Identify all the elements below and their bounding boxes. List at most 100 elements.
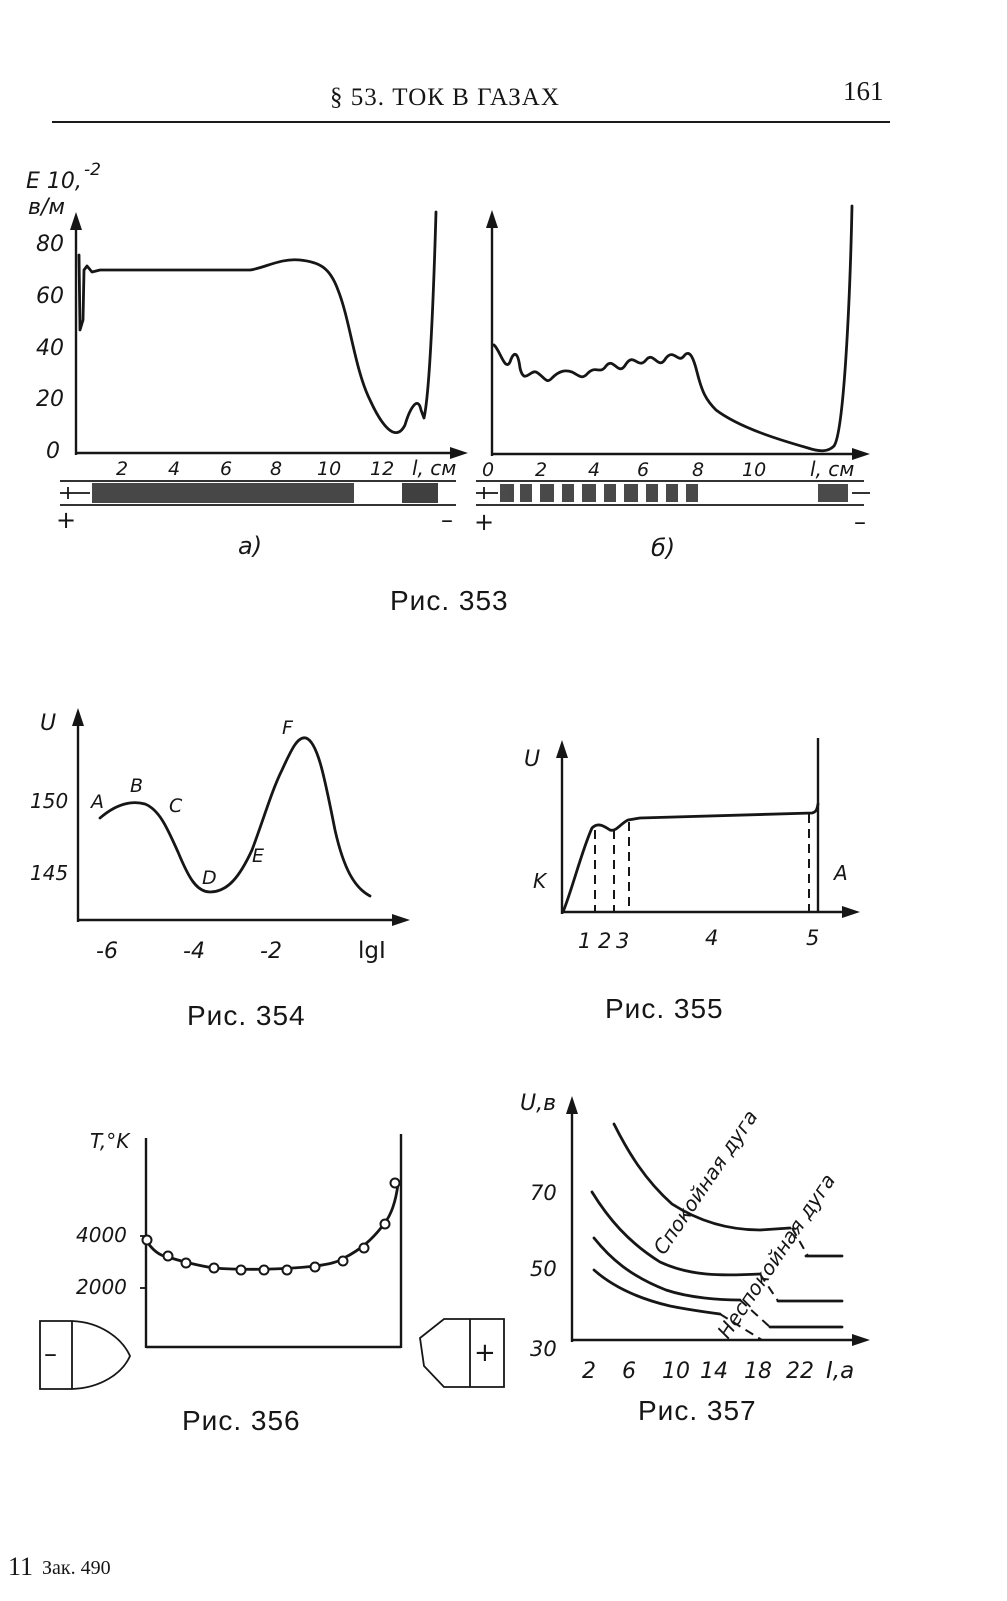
fig356-data-points [141,1177,401,1276]
fig354-x-label: lgI [358,938,386,964]
fig357-x-tick: 22 [786,1359,814,1384]
fig353a-glow-cathode [402,483,438,503]
fig353b-x-tick: 8 [692,459,704,481]
fig354-point-label: A [89,791,104,813]
fig353a-sublabel: а) [238,532,262,560]
fig357-y-arrow [566,1096,578,1114]
page-number: 161 [843,76,884,106]
fig353a-minus: – [441,506,453,534]
fig355-y-arrow [556,740,568,758]
fig353-caption: Рис. 353 [390,585,509,616]
fig356-anode-sign: + [474,1338,496,1368]
fig353b-sublabel: б) [651,534,675,562]
fig353a-x-tick: 10 [317,458,341,480]
fig353b-x-tick: 0 [482,459,494,481]
fig357-transition-dash-3 [739,1299,771,1328]
fig355-x-tick: 1 [578,929,591,953]
fig356-point [162,1250,174,1262]
running-header-title: § 53. ТОК В ГАЗАХ [330,84,560,111]
fig357-label-quiet: Спокойная дуга [648,1105,762,1258]
fig353a-x-tick: 2 [116,458,128,480]
fig357-y-tick: 30 [530,1337,557,1361]
fig353a-y-tick: 60 [36,284,64,309]
fig354-y-tick: 150 [30,789,68,813]
fig356-point [337,1255,349,1267]
fig354-caption: Рис. 354 [187,1000,306,1031]
header-rule [52,121,890,123]
fig357-curve-4 [592,1268,722,1316]
fig354-point-label: F [282,717,294,739]
fig354-y-tick: 145 [30,861,68,885]
fig357-x-tick: 10 [662,1359,690,1384]
fig353a-y-label: E 10, [26,169,82,194]
fig353a-curve [77,210,438,434]
fig353b-curve [492,204,854,453]
fig354-x-arrow [392,914,410,926]
fig355-curve [561,802,820,914]
fig353a-y-tick: 0 [46,439,60,464]
fig357-transition-dash-2 [759,1273,779,1302]
fig353a-y-tick: 20 [36,387,64,412]
fig353b-x-tick: 2 [535,459,547,481]
fig353a-plus: + [56,506,76,534]
fig356-y-tick: 2000 [76,1275,127,1299]
fig355-caption: Рис. 355 [605,993,724,1024]
fig354-x-tick: -6 [96,939,118,964]
fig355-x-tick: 5 [806,926,819,950]
fig355-left-label: K [533,869,548,893]
fig353b-y-arrow [486,210,498,228]
fig353a-glow-column [92,483,354,503]
fig353a-y-tick: 40 [36,336,64,361]
fig357-curve-3 [592,1236,742,1302]
fig354-y-label: U [40,711,56,736]
fig353b-x-tick: 4 [588,459,600,481]
fig356-y-tick: 4000 [76,1223,127,1247]
fig357-transition-dash-1 [791,1227,809,1257]
fig357-x-arrow [852,1334,870,1346]
footer-sheet-number: 11 [8,1552,34,1581]
fig356-point [180,1257,192,1269]
fig357-x-tick: 18 [744,1359,772,1384]
fig357-y-label: U,в [520,1091,556,1116]
fig355-x-arrow [842,906,860,918]
fig356-point [208,1262,220,1274]
fig357-x-tick: 6 [622,1359,636,1384]
fig357-x-tick: 14 [700,1359,728,1384]
fig354-point-label: C [169,795,183,817]
fig356-cathode-sign: – [44,1339,57,1369]
fig354-curve [98,736,372,898]
fig353a-y-tick: 80 [36,232,64,257]
fig357-x-label: I,а [826,1358,854,1384]
fig356-point [379,1218,391,1230]
fig356-y-label: T,°K [90,1129,131,1153]
fig353a-y-label-exp: -2 [84,160,101,180]
fig354-x-tick: -2 [260,939,282,964]
fig357-transition-dash-4 [719,1313,763,1341]
fig356-point [389,1177,401,1189]
fig356-point [235,1264,247,1276]
fig353a-x-label: l, см [412,456,456,480]
fig353a-x-tick: 8 [270,458,282,480]
fig355-x-tick: 4 [705,926,718,950]
fig353a-y-arrow [70,212,82,230]
fig353b-x-label: l, см [810,457,854,481]
fig357-caption: Рис. 357 [638,1395,757,1426]
fig353b-x-tick: 10 [742,459,766,481]
fig357-curve-quiet-2 [590,1190,762,1277]
fig355-right-label: A [832,861,848,885]
fig353b-x-arrow [852,448,870,460]
fig355-x-tick: 3 [616,929,629,953]
fig356-point [309,1261,321,1273]
fig354-point-label: D [202,867,217,889]
fig353b-x-tick: 6 [637,459,649,481]
footer-order: Зак. 490 [42,1557,111,1579]
fig353a-x-tick: 6 [220,458,232,480]
fig356-cathode-sketch [39,1320,131,1390]
fig356-point [358,1242,370,1254]
